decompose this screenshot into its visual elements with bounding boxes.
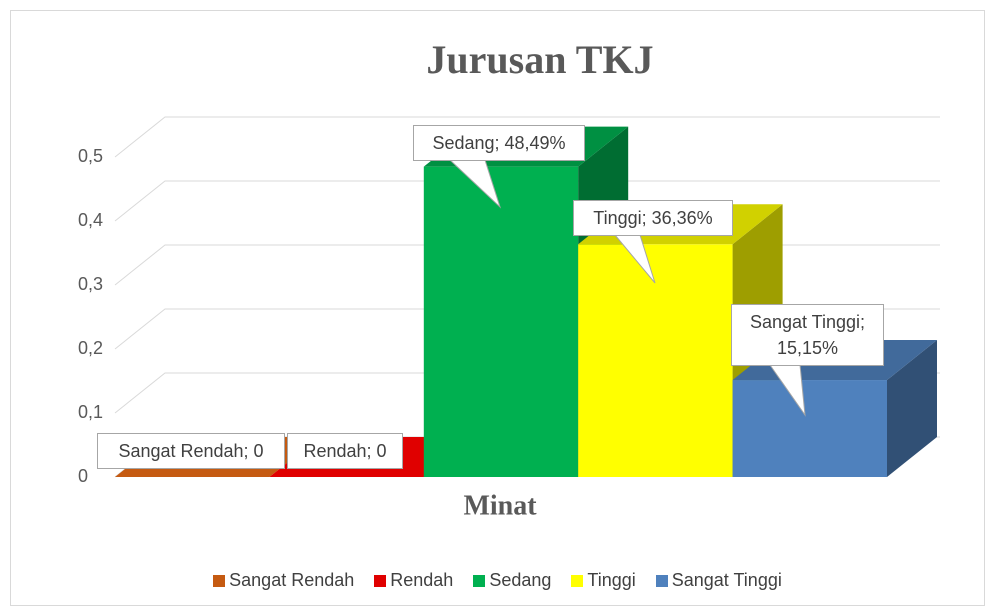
bar-front [423,166,579,477]
data-label: Sangat Rendah; 0 [97,433,285,469]
legend-item: Sangat Tinggi [655,570,782,591]
y-tick-label: 0,3 [78,274,103,294]
legend: Sangat Rendah Rendah Sedang Tinggi Sangat Ti… [0,570,995,591]
legend-swatch [213,574,226,587]
chart-title: Jurusan TKJ [426,37,653,82]
grid-line [114,180,940,222]
data-label: Tinggi; 36,36% [573,200,733,236]
legend-item: Tinggi [571,570,636,591]
y-tick-label: 0 [78,466,88,486]
x-axis-label: Minat [463,490,537,521]
legend-swatch [655,574,668,587]
bar-front [578,244,733,477]
legend-item: Rendah [374,570,453,591]
bar-front [732,380,887,477]
legend-item: Sangat Rendah [213,570,354,591]
data-label: Sangat Tinggi; 15,15% [731,304,884,366]
legend-label: Sedang [489,570,552,590]
y-tick-label: 0,5 [78,146,103,166]
legend-swatch [571,574,584,587]
bar-side [887,340,937,477]
grid-line [114,116,940,158]
legend-label: Sangat Rendah [229,570,355,590]
y-tick-label: 0,4 [78,210,103,230]
legend-label: Tinggi [587,570,636,590]
data-label: Rendah; 0 [287,433,403,469]
legend-swatch [473,574,486,587]
y-tick-label: 0,1 [78,402,103,422]
legend-swatch [374,574,387,587]
legend-label: Sangat Tinggi [671,570,782,590]
data-label: Sedang; 48,49% [413,125,585,161]
y-tick-label: 0,2 [78,338,103,358]
legend-label: Rendah [390,570,454,590]
legend-item: Sedang [473,570,551,591]
